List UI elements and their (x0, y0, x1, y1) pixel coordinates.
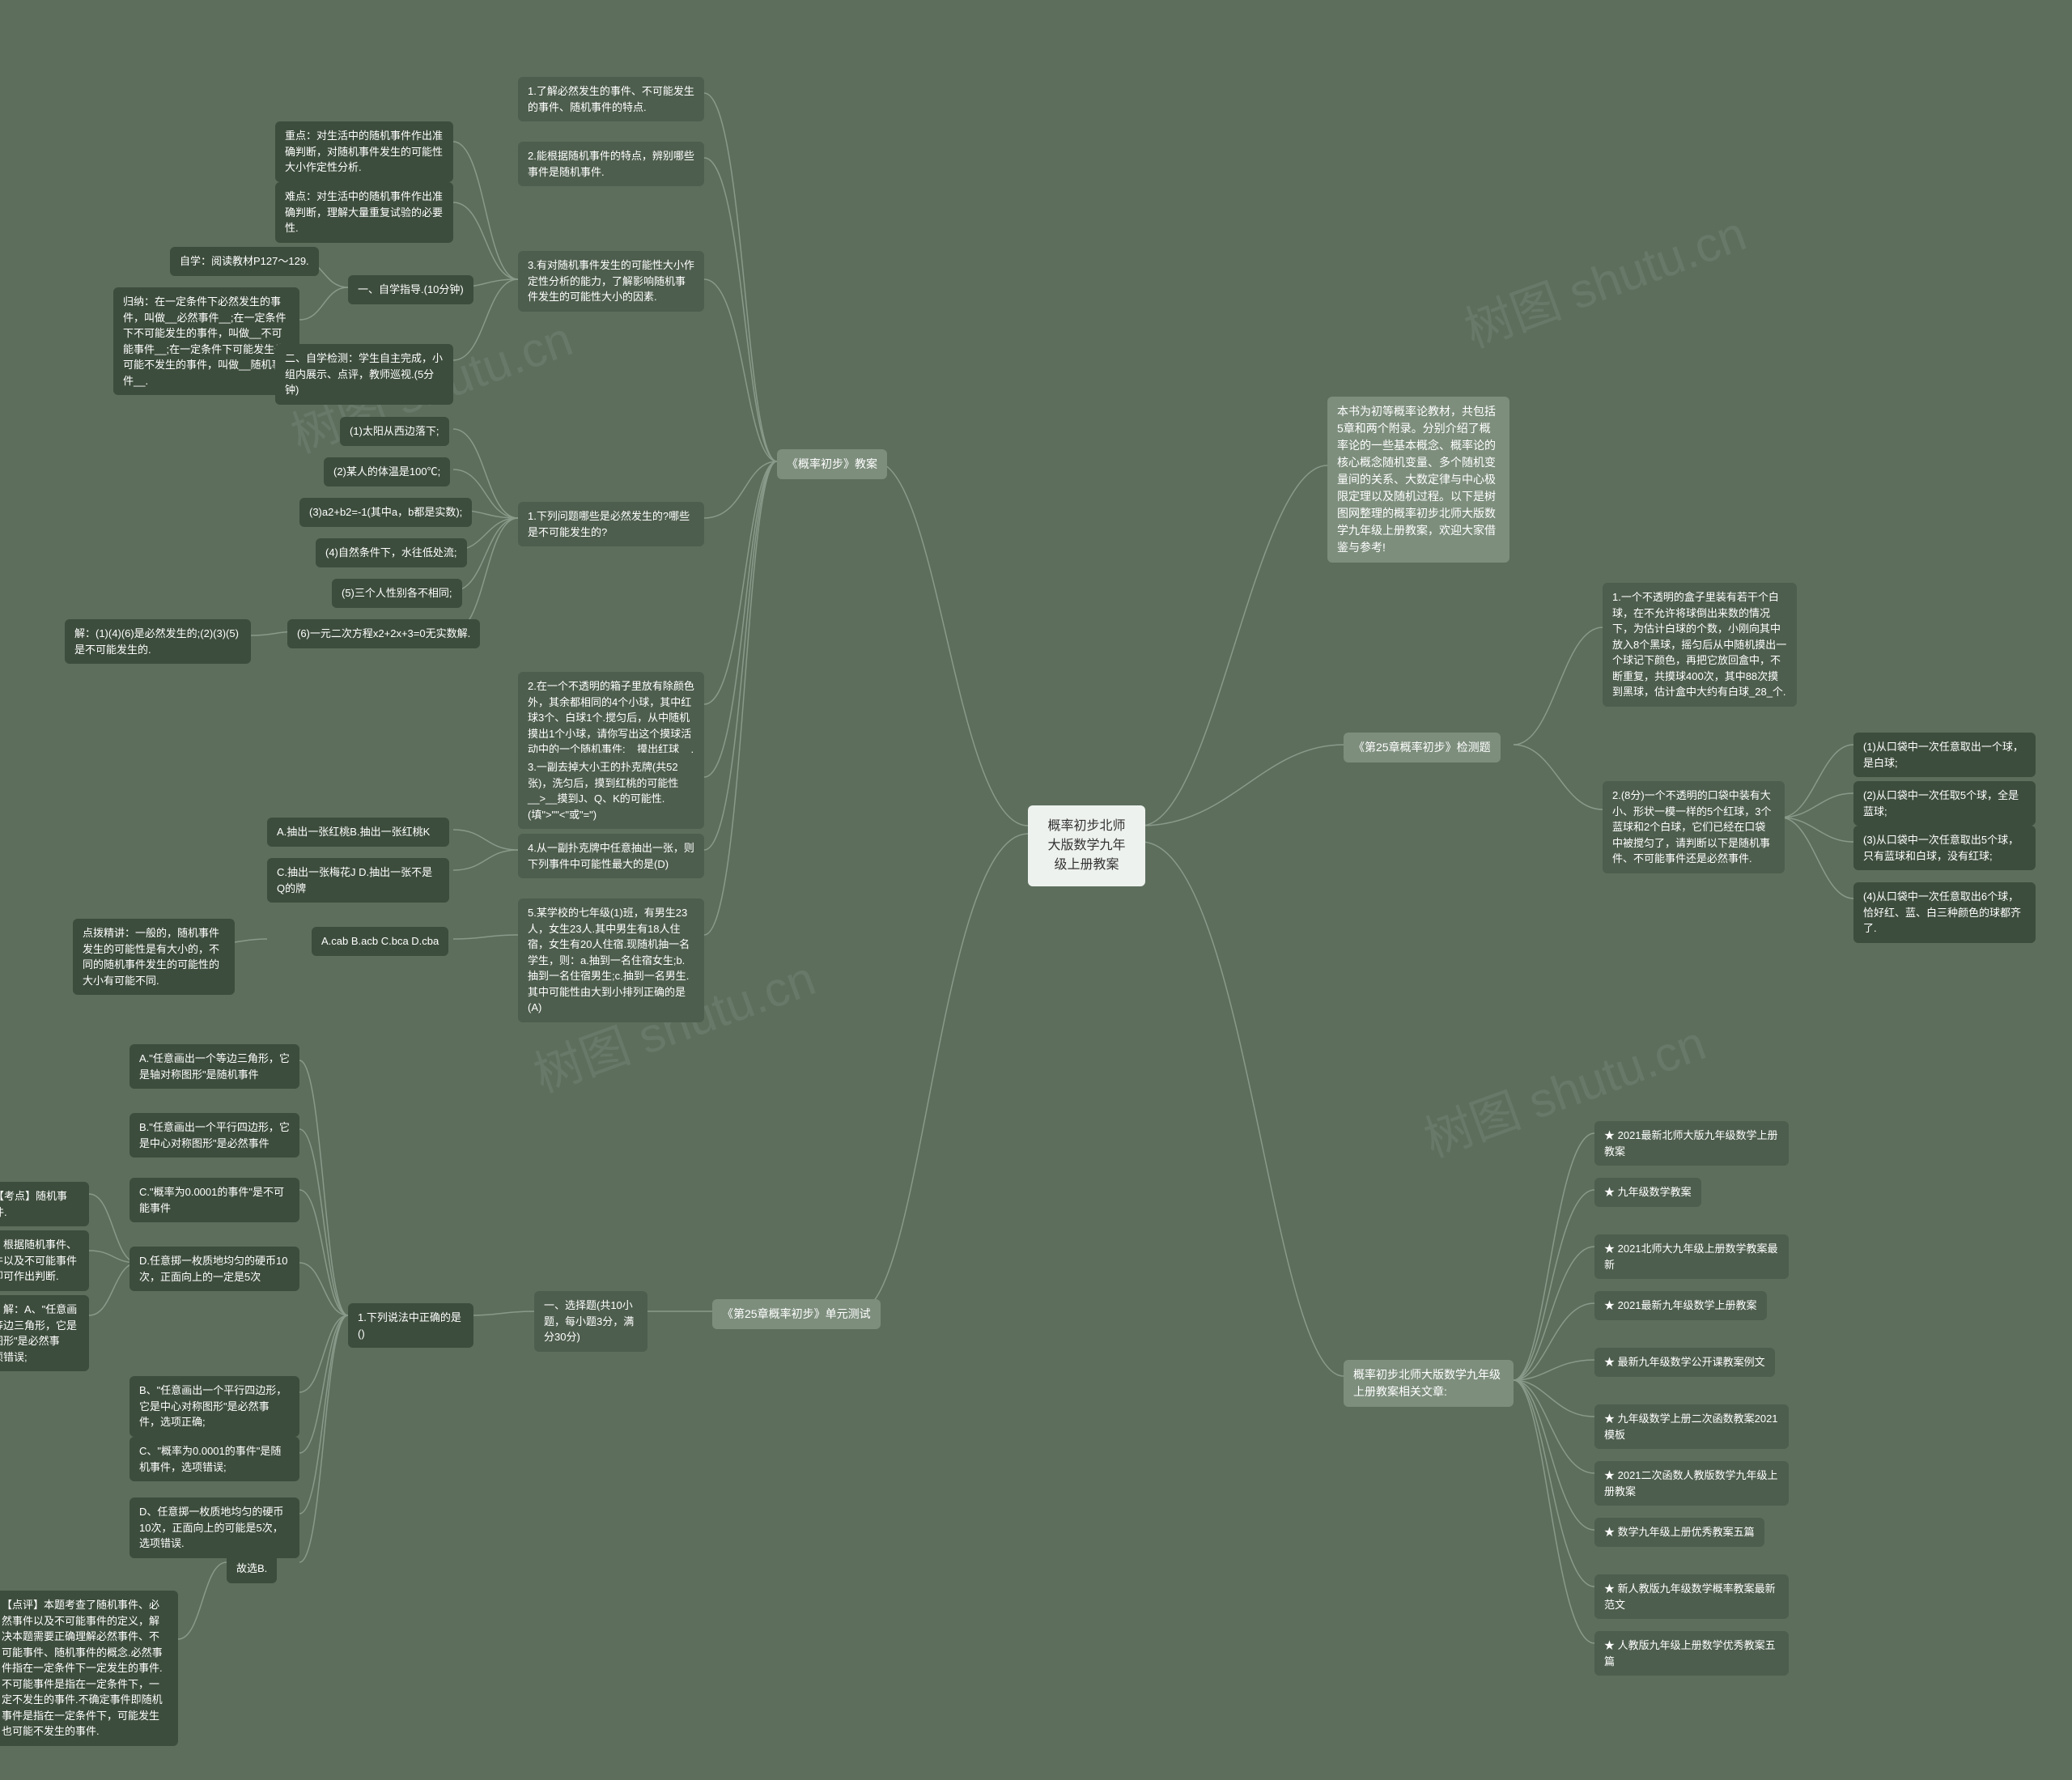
related-item-4[interactable]: ★ 最新九年级数学公开课教案例文 (1594, 1348, 1775, 1377)
related-item-8[interactable]: ★ 新人教版九年级数学概率教案最新范文 (1594, 1574, 1789, 1619)
unit-test-header[interactable]: 一、选择题(共10小题，每小题3分，满分30分) (534, 1291, 648, 1352)
ut-q1-ansSel[interactable]: 故选B. (227, 1554, 277, 1583)
related-item-0[interactable]: ★ 2021最新北师大版九年级数学上册教案 (1594, 1121, 1789, 1166)
intro-node[interactable]: 本书为初等概率论教材，共包括5章和两个附录。分别介绍了概率论的一些基本概念、概率… (1327, 397, 1509, 563)
lp-q1-4[interactable]: (4)自然条件下，水往低处流; (316, 538, 467, 567)
lp-p3-sub3[interactable]: 一、自学指导.(10分钟) (348, 275, 473, 304)
ut-q1-optC[interactable]: C."概率为0.0001的事件"是不可能事件 (130, 1178, 299, 1222)
lp-q1-3[interactable]: (3)a2+b2=-1(其中a，b都是实数); (299, 498, 472, 527)
ut-q1-ansC[interactable]: C、"概率为0.0001的事件"是随机事件，选项错误; (130, 1437, 299, 1481)
lp-q3[interactable]: 3.一副去掉大小王的扑克牌(共52张)，洗匀后，摸到红桃的可能性__>__摸到J… (518, 753, 704, 829)
related-item-7[interactable]: ★ 数学九年级上册优秀教案五篇 (1594, 1518, 1764, 1547)
ch25-q2-opt4[interactable]: (4)从口袋中一次任意取出6个球，恰好红、蓝、白三种颜色的球都齐了. (1853, 882, 2036, 943)
ut-q1-ansB[interactable]: B、"任意画出一个平行四边形，它是中心对称图形"是必然事件，选项正确; (130, 1376, 299, 1437)
ut-q1-optA[interactable]: A."任意画出一个等边三角形，它是轴对称图形"是随机事件 (130, 1044, 299, 1089)
lp-q1-ans[interactable]: 解：(1)(4)(6)是必然发生的;(2)(3)(5)是不可能发生的. (65, 619, 251, 664)
ut-q1-optD[interactable]: D.任意掷一枚质地均匀的硬币10次，正面向上的一定是5次 (130, 1247, 299, 1291)
lp-q1-5[interactable]: (5)三个人性别各不相同; (332, 579, 462, 608)
ch25-q2-stem[interactable]: 2.(8分)一个不透明的口袋中装有大小、形状一模一样的5个红球，3个蓝球和2个白… (1603, 781, 1785, 873)
ut-q1-stem[interactable]: 1.下列说法中正确的是() (348, 1303, 473, 1348)
related-item-3[interactable]: ★ 2021最新九年级数学上册教案 (1594, 1291, 1767, 1320)
lp-p3-sub2[interactable]: 难点：对生活中的随机事件作出准确判断，理解大量重复试验的必要性. (275, 182, 453, 243)
lp-q4-b[interactable]: C.抽出一张梅花J D.抽出一张不是Q的牌 (267, 858, 449, 903)
lp-p3-sub3b[interactable]: 归纳：在一定条件下必然发生的事件，叫做__必然事件__;在一定条件下不可能发生的… (113, 287, 299, 395)
related-item-9[interactable]: ★ 人教版九年级上册数学优秀教案五篇 (1594, 1631, 1789, 1676)
ch25-q2-opt1[interactable]: (1)从口袋中一次任意取出一个球，是白球; (1853, 733, 2036, 777)
ut-q1-tag1[interactable]: 【考点】随机事件. (0, 1182, 89, 1226)
ch25-q2-opt3[interactable]: (3)从口袋中一次任意取出5个球，只有蓝球和白球，没有红球; (1853, 826, 2036, 870)
watermark: 树图 shutu.cn (1454, 194, 1754, 361)
lp-q5-a[interactable]: A.cab B.acb C.bca D.cba (312, 927, 448, 956)
related-title[interactable]: 概率初步北师大版数学九年级上册教案相关文章: (1344, 1360, 1514, 1407)
lp-q5-hint[interactable]: 点拨精讲：一般的，随机事件发生的可能性是有大小的，不同的随机事件发生的可能性的大… (73, 919, 235, 995)
ut-q1-optB[interactable]: B."任意画出一个平行四边形，它是中心对称图形"是必然事件 (130, 1113, 299, 1158)
root-node[interactable]: 概率初步北师大版数学九年级上册教案 (1028, 805, 1145, 886)
related-item-6[interactable]: ★ 2021二次函数人教版数学九年级上册教案 (1594, 1461, 1789, 1506)
lp-q4-a[interactable]: A.抽出一张红桃B.抽出一张红桃K (267, 818, 449, 847)
ch25-test-title[interactable]: 《第25章概率初步》检测题 (1344, 733, 1501, 763)
lp-q1-6[interactable]: (6)一元二次方程x2+2x+3=0无实数解. (287, 619, 480, 648)
lp-q1-1[interactable]: (1)太阳从西边落下; (340, 417, 449, 446)
lp-q1[interactable]: 1.下列问题哪些是必然发生的?哪些是不可能发生的? (518, 502, 704, 546)
lp-q1-2[interactable]: (2)某人的体温是100℃; (324, 457, 450, 486)
lp-q2[interactable]: 2.在一个不透明的箱子里放有除颜色外，其余都相同的4个小球，其中红球3个、白球1… (518, 672, 704, 764)
lesson-plan-title[interactable]: 《概率初步》教案 (777, 449, 887, 479)
lp-point3[interactable]: 3.有对随机事件发生的可能性大小作定性分析的能力，了解影响随机事件发生的可能性大… (518, 251, 704, 312)
lp-p3-sub3a[interactable]: 自学：阅读教材P127～129. (170, 247, 319, 276)
ch25-q2-opt2[interactable]: (2)从口袋中一次任取5个球，全是蓝球; (1853, 781, 2036, 826)
ut-q1-tag2[interactable]: 【分析】根据随机事件、必然事件以及不可能事件的定义即可作出判断. (0, 1230, 89, 1291)
unit-test-title[interactable]: 《第25章概率初步》单元测试 (712, 1299, 881, 1329)
related-item-5[interactable]: ★ 九年级数学上册二次函数教案2021模板 (1594, 1404, 1789, 1449)
lp-point2[interactable]: 2.能根据随机事件的特点，辨别哪些事件是随机事件. (518, 142, 704, 186)
lp-p3-sub4[interactable]: 二、自学检测：学生自主完成，小组内展示、点评，教师巡视.(5分钟) (275, 344, 453, 405)
ut-q1-ansD[interactable]: D、任意掷一枚质地均匀的硬币10次，正面向上的可能是5次，选项错误. (130, 1497, 299, 1558)
lp-p3-sub1[interactable]: 重点：对生活中的随机事件作出准确判断，对随机事件发生的可能性大小作定性分析. (275, 121, 453, 182)
ut-q1-comment[interactable]: 【点评】本题考查了随机事件、必然事件以及不可能事件的定义，解决本题需要正确理解必… (0, 1591, 178, 1746)
ut-q1-tag3[interactable]: 【解答】解：A、"任意画出一个等边三角形，它是轴对称图形"是必然事件，选项错误; (0, 1295, 89, 1371)
related-item-2[interactable]: ★ 2021北师大九年级上册数学教案最新 (1594, 1234, 1789, 1279)
related-item-1[interactable]: ★ 九年级数学教案 (1594, 1178, 1701, 1207)
lp-q4[interactable]: 4.从一副扑克牌中任意抽出一张，则下列事件中可能性最大的是(D) (518, 834, 704, 878)
lp-point1[interactable]: 1.了解必然发生的事件、不可能发生的事件、随机事件的特点. (518, 77, 704, 121)
lp-q5[interactable]: 5.某学校的七年级(1)班，有男生23人，女生23人.其中男生有18人住宿，女生… (518, 898, 704, 1022)
ch25-q1[interactable]: 1.一个不透明的盒子里装有若干个白球，在不允许将球倒出来数的情况下，为估计白球的… (1603, 583, 1797, 707)
